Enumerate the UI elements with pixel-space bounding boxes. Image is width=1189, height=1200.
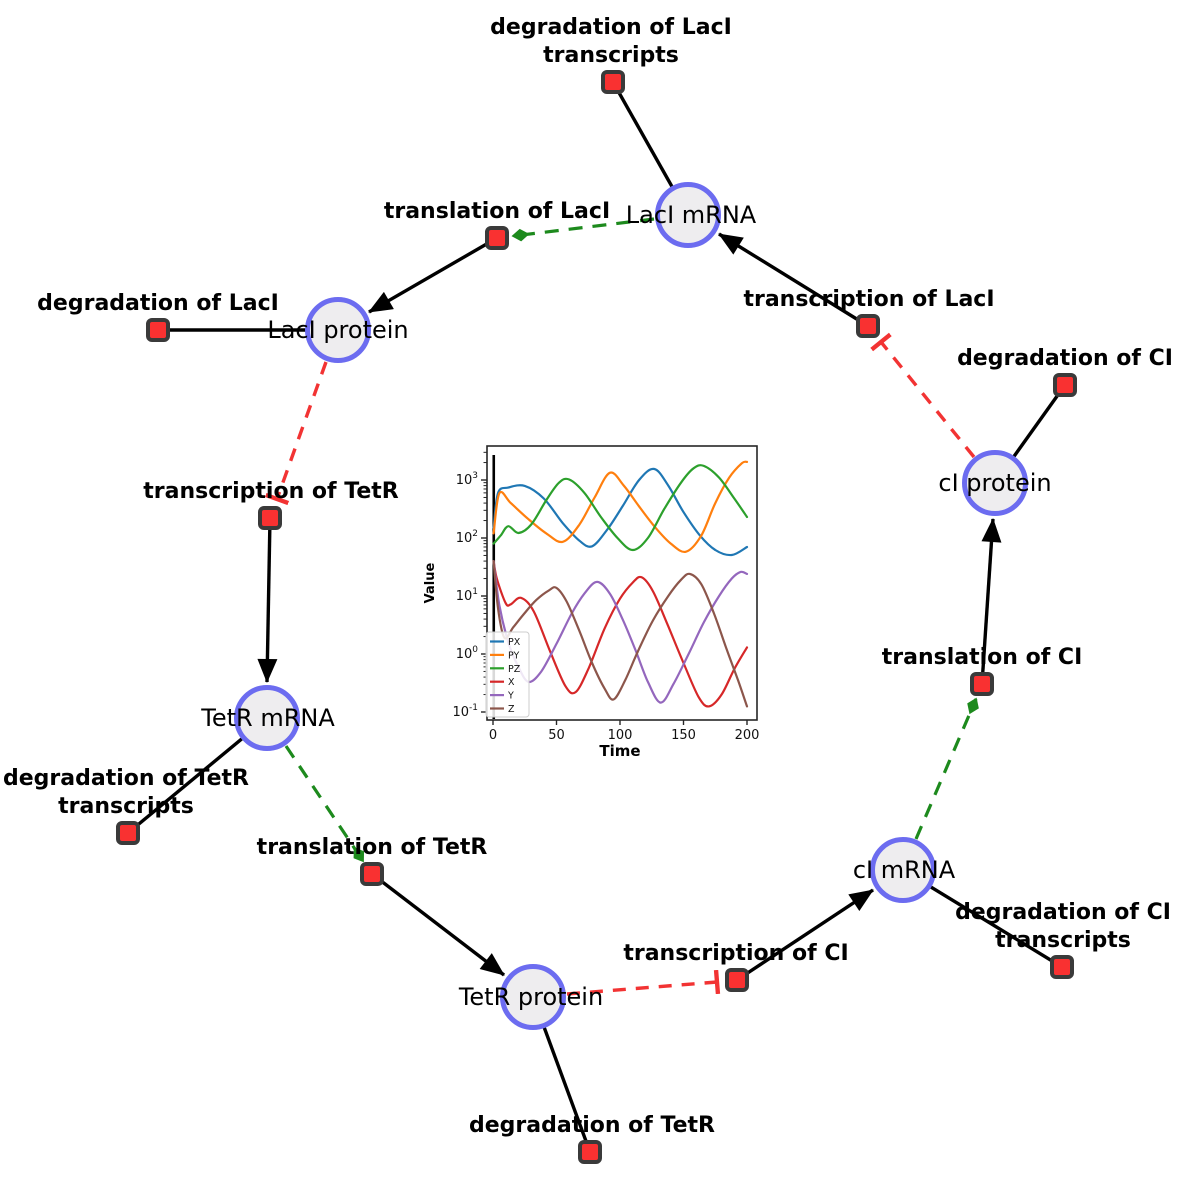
- reaction-node-transcription-tetr[interactable]: [258, 506, 282, 530]
- reaction-label-degradation-ci: degradation of CI: [895, 345, 1189, 373]
- reaction-node-translation-laci[interactable]: [485, 226, 509, 250]
- reaction-node-transcription-laci[interactable]: [856, 314, 880, 338]
- y-tick-label: 100: [456, 645, 479, 662]
- reaction-label-translation-tetr: translation of TetR: [202, 834, 542, 862]
- label-line-1: degradation of CI: [955, 900, 1171, 925]
- species-node-ci-protein[interactable]: [962, 450, 1028, 516]
- y-tick-label: 10-1: [452, 703, 478, 720]
- edge-transcription-tetr-to-tetr-mrna: [257, 517, 278, 683]
- species-label-tetr-mrna: TetR mRNA: [201, 704, 335, 732]
- species-node-tetr-mrna[interactable]: [234, 685, 300, 751]
- x-tick-label: 150: [671, 728, 696, 743]
- series-line-Z: [492, 560, 749, 708]
- reaction-label-degradation-ci-transcripts: degradation of CI transcripts: [893, 899, 1189, 955]
- label-line-1: translation of CI: [881, 645, 1083, 670]
- reaction-node-degradation-ci[interactable]: [1053, 373, 1077, 397]
- edge-translation-laci-to-laci-protein: [368, 236, 498, 314]
- label-line-2: transcripts: [58, 794, 194, 819]
- timecourse-chart: 10-1 100 101 102 103 0 50 100 150 200 Time Value PX P…: [423, 445, 760, 760]
- species-node-tetr-protein[interactable]: [500, 964, 566, 1030]
- species-node-laci-mrna[interactable]: [655, 182, 721, 248]
- reaction-label-transcription-tetr: transcription of TetR: [101, 478, 441, 506]
- label-line-1: translation of LacI: [383, 199, 611, 224]
- edge-translation-ci-to-ci-protein: [980, 518, 1002, 685]
- species-node-ci-mrna[interactable]: [870, 837, 936, 903]
- edge-transcription-ci-to-ci-mrna: [736, 888, 874, 982]
- label-line-1: degradation of LacI: [37, 291, 279, 316]
- species-label-ci-mrna: cI mRNA: [852, 856, 956, 884]
- reaction-label-degradation-laci-transcripts: degradation of LacI transcripts: [441, 14, 781, 70]
- edge-laci-protein-inhibits-transcription-tetr: [264, 361, 328, 506]
- label-line-1: transcription of TetR: [143, 479, 399, 504]
- chart-frame: [486, 445, 758, 721]
- legend-label-PY: PY: [508, 650, 520, 661]
- x-tick-label: 50: [548, 728, 565, 743]
- legend-label-PZ: PZ: [508, 664, 521, 675]
- series-line-Y: [492, 560, 749, 704]
- reaction-label-translation-laci: translation of LacI: [327, 198, 667, 226]
- label-line-2: transcripts: [543, 43, 679, 68]
- species-label-laci-protein: LacI protein: [267, 316, 409, 344]
- reaction-node-degradation-tetr[interactable]: [578, 1140, 602, 1164]
- edge-ci-mrna-modifies-translation: [914, 697, 979, 840]
- reaction-node-degradation-laci-transcripts[interactable]: [601, 70, 625, 94]
- legend-label-Z: Z: [508, 704, 515, 715]
- species-node-laci-protein[interactable]: [305, 297, 371, 363]
- legend-label-Y: Y: [507, 691, 514, 702]
- label-line-1: transcription of CI: [623, 941, 849, 966]
- edge-tetr-protein-inhibits-transcription-ci: [566, 969, 721, 996]
- x-tick-label: 100: [608, 728, 633, 743]
- y-tick-label: 101: [456, 587, 478, 604]
- label-line-1: degradation of TetR: [2, 766, 249, 791]
- label-line-1: translation of TetR: [256, 835, 488, 860]
- species-label-tetr-protein: TetR protein: [458, 983, 604, 1011]
- reaction-label-transcription-laci: transcription of LacI: [699, 286, 1039, 314]
- label-line-1: degradation of TetR: [468, 1113, 715, 1138]
- label-line-1: degradation of CI: [957, 346, 1173, 371]
- label-line-2: transcripts: [995, 928, 1131, 953]
- x-tick-label: 200: [735, 728, 760, 743]
- x-axis-title: Time: [599, 742, 640, 760]
- species-label-ci-protein: cI protein: [938, 469, 1052, 497]
- species-label-laci-mrna: LacI mRNA: [625, 201, 757, 229]
- reaction-node-translation-tetr[interactable]: [360, 862, 384, 886]
- reaction-label-degradation-tetr-transcripts: degradation of TetR transcripts: [0, 765, 296, 821]
- series-line-PZ: [492, 464, 749, 552]
- reaction-label-degradation-laci: degradation of LacI: [0, 290, 328, 318]
- reaction-label-transcription-ci: transcription of CI: [566, 940, 906, 968]
- reaction-node-degradation-laci[interactable]: [146, 318, 170, 342]
- y-tick-label: 102: [456, 529, 478, 546]
- series-line-X: [492, 560, 749, 708]
- y-axis-title: Value: [423, 562, 438, 603]
- reaction-node-degradation-ci-transcripts[interactable]: [1050, 955, 1074, 979]
- edge-ci-protein-inhibits-transcription-laci: [870, 332, 976, 459]
- y-tick-label: 103: [456, 471, 478, 488]
- edge-translation-tetr-to-tetr-protein: [370, 872, 506, 977]
- label-line-1: transcription of LacI: [743, 287, 995, 312]
- reaction-label-degradation-tetr: degradation of TetR: [422, 1112, 762, 1140]
- legend-label-PX: PX: [508, 637, 521, 648]
- reaction-node-translation-ci[interactable]: [970, 672, 994, 696]
- legend-label-X: X: [508, 677, 515, 688]
- reaction-label-translation-ci: translation of CI: [812, 644, 1152, 672]
- label-line-1: degradation of LacI: [490, 15, 732, 40]
- series-line-PY: [492, 460, 749, 554]
- edge-transcription-laci-to-laci-mrna: [718, 232, 869, 328]
- x-tick-label: 0: [489, 728, 497, 743]
- reaction-node-degradation-tetr-transcripts[interactable]: [116, 821, 140, 845]
- reaction-node-transcription-ci[interactable]: [725, 968, 749, 992]
